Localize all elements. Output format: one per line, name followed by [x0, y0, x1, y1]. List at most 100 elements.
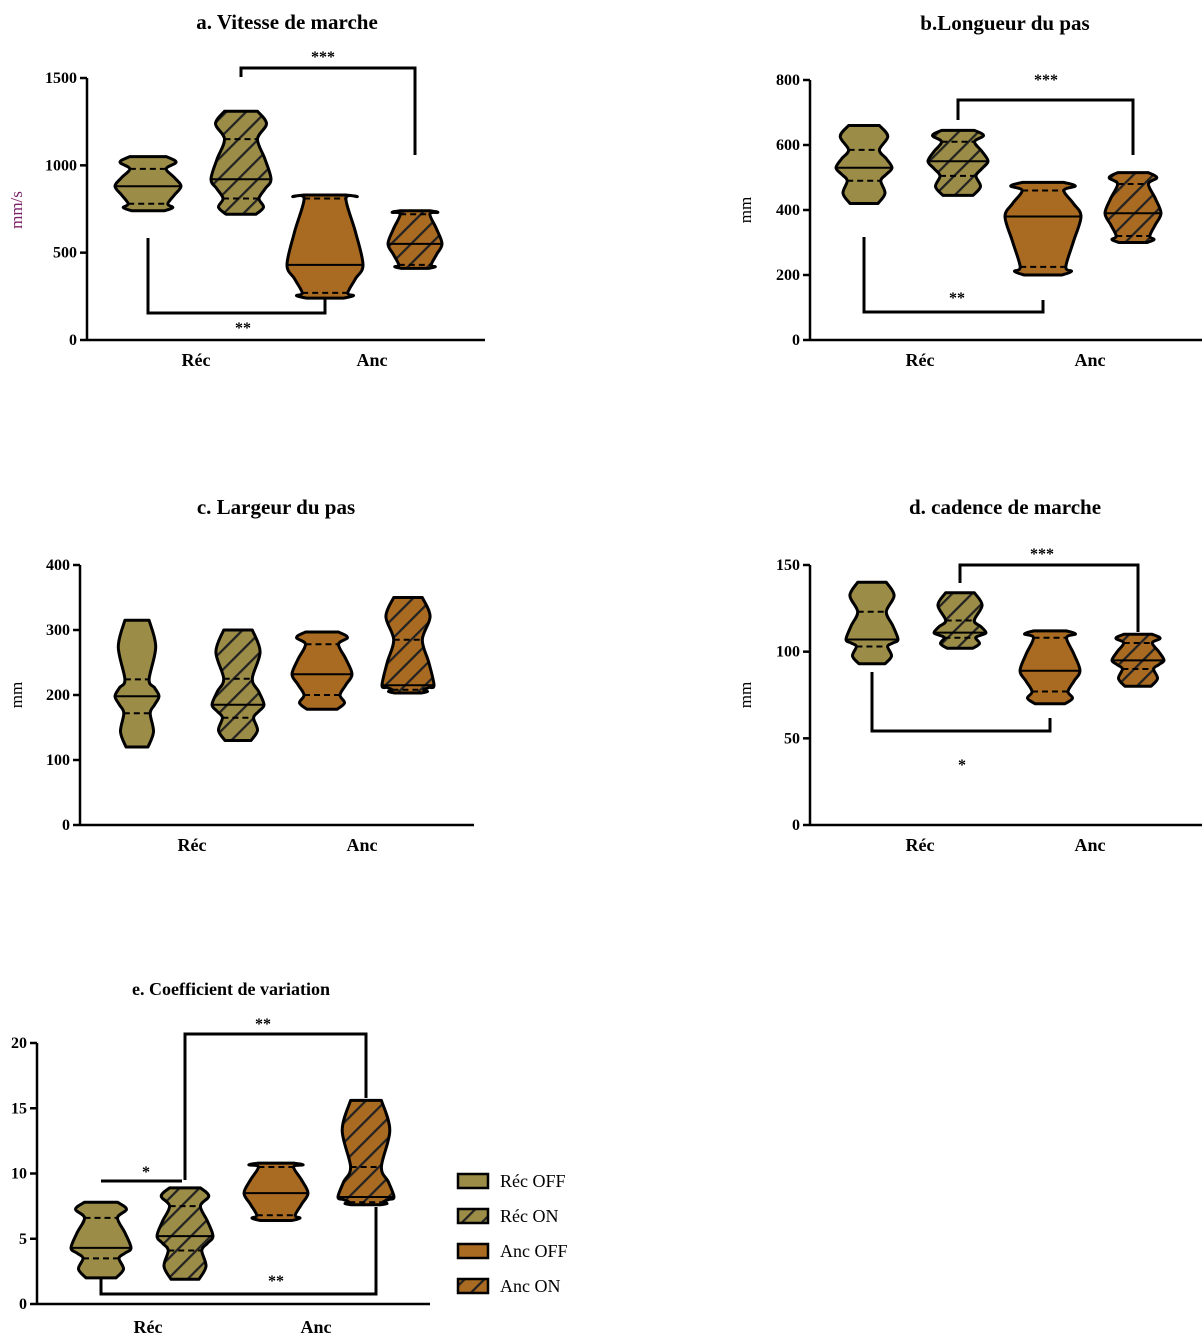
- legend-swatch-anc-on: [456, 1277, 490, 1295]
- panel-a-ytick-label: 0: [69, 332, 77, 349]
- panel-c-ytick-label: 400: [46, 557, 70, 574]
- violin-body: [1003, 180, 1083, 277]
- legend-label-rec-on: Réc ON: [500, 1206, 558, 1226]
- panel-a-violin-r-c-off: [113, 155, 183, 213]
- panel-b-significance-label: **: [949, 290, 965, 307]
- panel-b-ytick-label: 800: [776, 72, 800, 89]
- panel-d-significance-bracket: [870, 672, 1052, 733]
- panel-e-ytick-label: 10: [11, 1166, 27, 1183]
- violin-body: [285, 193, 365, 300]
- panel-e-ytick-label: 20: [11, 1035, 27, 1052]
- violin-body: [290, 630, 354, 711]
- violin-body: [1018, 629, 1082, 706]
- panel-b-category-label: Anc: [1075, 350, 1106, 370]
- panel-e-category-label: Anc: [301, 1317, 332, 1336]
- violin-body: [926, 128, 990, 197]
- panel-d-category-label: Réc: [906, 835, 935, 855]
- violin-body: [69, 1200, 133, 1280]
- panel-e-significance-bracket: [99, 1207, 378, 1296]
- legend-swatch-anc-off: [456, 1242, 490, 1260]
- panel-b-category-label: Réc: [906, 350, 935, 370]
- panel-a-ytick-label: 1000: [45, 157, 77, 174]
- panel-e-violin-anc-on: [336, 1098, 396, 1207]
- panel-b-violin-anc-on: [1103, 171, 1163, 244]
- panel-c-violin-anc-off: [290, 630, 354, 711]
- panel-b-ytick-label: 0: [792, 332, 800, 349]
- panel-d-ylabel: mm: [736, 682, 755, 708]
- panel-e-significance-label: **: [255, 1016, 271, 1033]
- panel-d-violin-anc-on: [1110, 632, 1166, 688]
- panel-c-category-label: Anc: [347, 835, 378, 855]
- legend-swatch-rec-off: [456, 1172, 490, 1190]
- panel-e-category-label: Réc: [134, 1317, 163, 1336]
- panel-d-violin-r-c-on: [932, 591, 988, 650]
- panel-b-title: b.Longueur du pas: [920, 11, 1089, 35]
- violin-body: [210, 628, 266, 742]
- violin-body: [1103, 171, 1163, 244]
- panel-a-significance-bracket: [146, 238, 327, 315]
- legend: Réc OFF Réc ON Anc OFF Anc ON: [456, 1171, 568, 1296]
- panel-c-violin-anc-on: [380, 596, 436, 695]
- panel-d-significance-label: *: [958, 757, 966, 774]
- panel-b-ytick-label: 600: [776, 137, 800, 154]
- panel-a-ytick-label: 500: [53, 245, 77, 262]
- panel-b-violin-anc-off: [1003, 180, 1083, 277]
- panel-a-significance-label: **: [235, 320, 251, 337]
- panel-d-violin-anc-off: [1018, 629, 1082, 706]
- legend-swatch-rec-on: [456, 1207, 490, 1225]
- panel-b-violin-r-c-on: [926, 128, 990, 197]
- panel-e-ytick-label: 0: [19, 1296, 27, 1313]
- violin-body: [336, 1098, 396, 1207]
- violin-body: [113, 618, 161, 749]
- panel-d-category-label: Anc: [1075, 835, 1106, 855]
- panel-c-ytick-label: 200: [46, 687, 70, 704]
- panel-e-ytick-label: 5: [19, 1231, 27, 1248]
- panel-c-title: c. Largeur du pas: [197, 495, 355, 519]
- panel-d-significance-label: ***: [1030, 546, 1054, 563]
- panel-a-violin-anc-on: [386, 209, 444, 270]
- panel-b-significance-bracket: [956, 98, 1135, 155]
- violin-body: [209, 109, 273, 216]
- panel-b-ytick-label: 400: [776, 202, 800, 219]
- panel-a-ylabel: mm/s: [7, 191, 26, 229]
- panel-a-title: a. Vitesse de marche: [196, 10, 378, 34]
- violin-body: [242, 1161, 310, 1222]
- violin-body: [834, 124, 894, 205]
- panel-a-violin-anc-off: [285, 193, 365, 300]
- panel-e-violin-r-c-off: [69, 1200, 133, 1280]
- panel-e-ytick-label: 15: [11, 1100, 27, 1117]
- panel-e-violin-r-c-on: [155, 1186, 215, 1281]
- violin-body: [155, 1186, 215, 1281]
- panel-e-violin-anc-off: [242, 1161, 310, 1222]
- panel-a-category-label: Anc: [357, 350, 388, 370]
- panel-c-ytick-label: 300: [46, 622, 70, 639]
- panel-c-category-label: Réc: [178, 835, 207, 855]
- panel-d-ytick-label: 100: [776, 644, 800, 661]
- panel-c-ylabel: mm: [7, 682, 26, 708]
- panel-c-violin-r-c-off: [113, 618, 161, 749]
- legend-label-rec-off: Réc OFF: [500, 1171, 566, 1191]
- panel-c-ytick-label: 0: [62, 817, 70, 834]
- violin-body: [380, 596, 436, 695]
- panel-a-ytick-label: 1500: [45, 70, 77, 87]
- violin-body: [386, 209, 444, 270]
- panel-c: 0 100 200 300 400 Réc Anc: [46, 557, 474, 855]
- panel-c-ytick-label: 100: [46, 752, 70, 769]
- panel-d-title: d. cadence de marche: [909, 495, 1101, 519]
- panel-e-significance-label: *: [142, 1164, 150, 1181]
- panel-a-significance-bracket: [239, 66, 417, 155]
- panel-c-violin-r-c-on: [210, 628, 266, 742]
- panel-a-significance-label: ***: [311, 49, 335, 66]
- panel-e-significance-bracket: [183, 1032, 368, 1180]
- panel-a-category-label: Réc: [182, 350, 211, 370]
- violin-body: [844, 580, 900, 666]
- panel-b-significance-bracket: [862, 237, 1045, 314]
- violin-body: [113, 155, 183, 213]
- panel-e-significance-label: **: [268, 1273, 284, 1290]
